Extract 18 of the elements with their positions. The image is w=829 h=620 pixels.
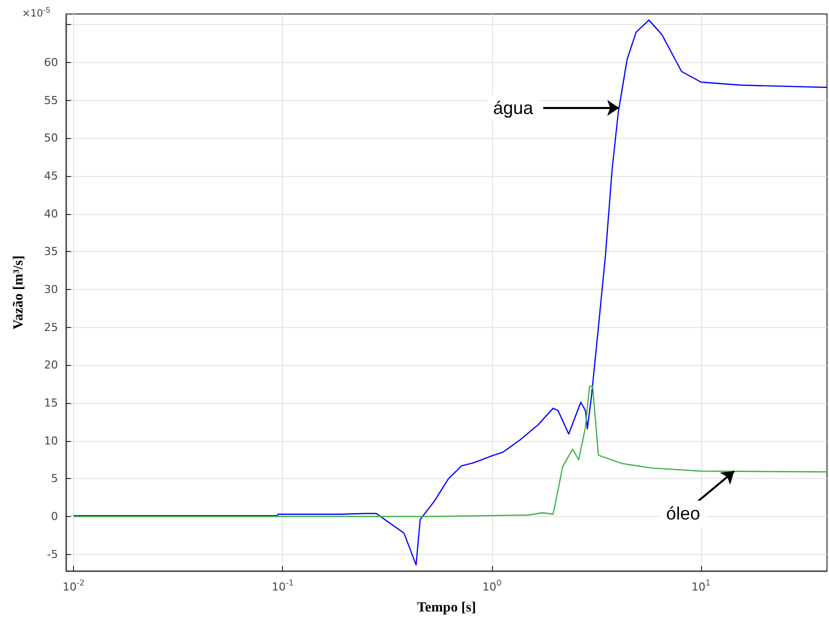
y-tick-label: 35	[44, 245, 58, 258]
y-tick-label: 60	[44, 56, 58, 69]
y-tick-label: 30	[44, 282, 58, 296]
y-tick-label: 50	[44, 132, 58, 145]
y-tick-label: 40	[44, 207, 58, 220]
y-tick-label: 55	[44, 94, 58, 107]
annotation: água	[493, 98, 534, 118]
y-axis-title: Vazão [m³/s]	[12, 255, 26, 330]
y-tick-label: 15	[44, 396, 58, 410]
y-tick-label: 10	[44, 434, 58, 448]
x-axis-title: Tempo [s]	[417, 600, 476, 616]
y-tick-label: 25	[44, 320, 58, 334]
y-tick-label: 5	[51, 472, 58, 486]
y-tick-label: 0	[51, 510, 58, 524]
annotation: óleo	[666, 504, 700, 524]
y-tick-label: -5	[47, 548, 58, 561]
y-tick-label: 45	[44, 169, 58, 182]
y-tick-label: 20	[44, 358, 58, 372]
